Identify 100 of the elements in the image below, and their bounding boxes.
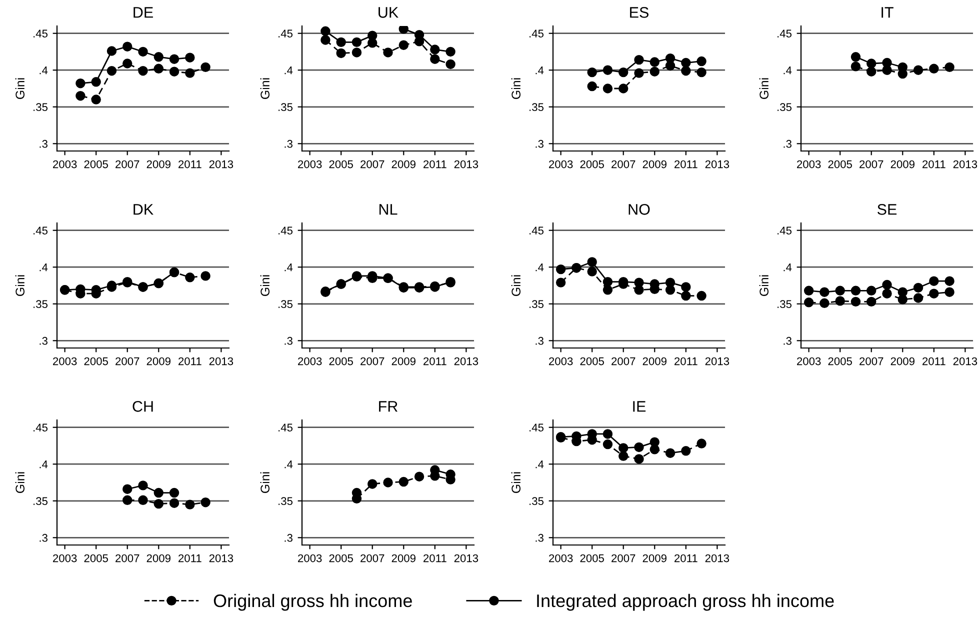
y-tick-label: .35 — [778, 300, 792, 308]
y-tick-label: .45 — [530, 226, 544, 234]
x-tick-label: 2009 — [146, 357, 170, 366]
y-axis-title: Gini — [511, 472, 520, 493]
y-tick-label: .45 — [34, 424, 48, 432]
x-tick-label: 2013 — [209, 357, 234, 366]
y-tick-label: .35 — [34, 497, 48, 506]
x-tick-label: 2009 — [392, 357, 416, 366]
x-tick-label: 2003 — [53, 357, 77, 366]
y-axis-title: Gini — [759, 275, 768, 296]
y-tick-label: .3 — [284, 336, 292, 345]
x-tick-label: 2005 — [329, 554, 353, 562]
y-tick-label: .35 — [34, 103, 48, 112]
x-tick-label: 2011 — [922, 160, 946, 168]
y-tick-label: .3 — [536, 140, 544, 148]
x-tick-label: 2009 — [146, 160, 170, 168]
x-tick-label: 2005 — [828, 357, 852, 366]
x-tick-label: 2003 — [549, 357, 573, 366]
y-tick-label: .45 — [778, 30, 792, 38]
y-tick-label: .35 — [530, 103, 544, 112]
chart-title: DK — [134, 204, 154, 215]
x-tick-label: 2005 — [828, 160, 852, 168]
chart-title: CH — [132, 401, 153, 412]
x-tick-label: 2009 — [642, 160, 666, 168]
x-tick-label: 2013 — [953, 160, 978, 168]
y-tick-label: .35 — [530, 497, 544, 506]
chart-title: NL — [379, 204, 398, 215]
x-tick-label: 2011 — [922, 357, 946, 366]
x-tick-label: 2007 — [860, 357, 884, 366]
y-tick-label: .35 — [278, 103, 293, 112]
y-tick-label: .3 — [284, 140, 292, 148]
x-tick-label: 2007 — [360, 160, 384, 168]
x-tick-label: 2007 — [116, 160, 140, 168]
x-tick-label: 2009 — [146, 554, 170, 562]
y-tick-label: .35 — [278, 497, 293, 506]
y-tick-label: .4 — [40, 264, 48, 272]
x-tick-label: 2007 — [360, 554, 384, 562]
y-tick-label: .3 — [284, 534, 292, 542]
y-tick-label: .45 — [34, 30, 48, 38]
legend-label: Original gross hh income — [214, 594, 412, 611]
y-tick-label: .4 — [40, 460, 48, 468]
chart-title: UK — [378, 7, 398, 18]
x-tick-label: 2011 — [674, 554, 698, 562]
x-tick-label: 2007 — [116, 554, 140, 562]
y-tick-label: .45 — [778, 226, 792, 234]
y-tick-label: .4 — [784, 66, 792, 74]
y-axis-title: Gini — [260, 78, 270, 99]
x-tick-label: 2013 — [209, 554, 234, 562]
x-tick-label: 2013 — [454, 357, 478, 366]
y-tick-label: .3 — [784, 336, 792, 345]
x-tick-label: 2005 — [329, 160, 353, 168]
x-tick-label: 2011 — [178, 357, 202, 366]
x-tick-label: 2013 — [454, 554, 478, 562]
y-axis-title: Gini — [260, 275, 270, 296]
y-tick-label: .3 — [40, 140, 48, 148]
x-tick-label: 2003 — [549, 554, 573, 562]
y-tick-label: .35 — [34, 300, 48, 308]
x-tick-label: 2005 — [580, 357, 604, 366]
x-tick-label: 2005 — [84, 357, 108, 366]
x-tick-label: 2013 — [209, 160, 234, 168]
x-tick-label: 2009 — [392, 554, 416, 562]
y-tick-label: .45 — [278, 226, 293, 234]
y-axis-title: Gini — [511, 275, 520, 296]
x-tick-label: 2013 — [454, 160, 478, 168]
x-tick-label: 2003 — [298, 160, 322, 168]
y-tick-label: .45 — [530, 424, 544, 432]
y-axis-title: Gini — [260, 472, 270, 493]
x-tick-label: 2007 — [360, 357, 384, 366]
x-tick-label: 2011 — [674, 357, 698, 366]
y-tick-label: .4 — [536, 66, 544, 74]
x-tick-label: 2003 — [298, 357, 322, 366]
y-tick-label: .4 — [536, 264, 544, 272]
y-tick-label: .3 — [784, 140, 792, 148]
x-tick-label: 2005 — [84, 554, 108, 562]
y-tick-label: .35 — [778, 103, 792, 112]
x-tick-label: 2003 — [53, 554, 77, 562]
x-tick-label: 2009 — [890, 160, 914, 168]
x-tick-label: 2007 — [116, 357, 140, 366]
x-tick-label: 2013 — [705, 160, 730, 168]
x-tick-label: 2007 — [612, 554, 636, 562]
x-tick-label: 2003 — [298, 554, 322, 562]
y-tick-label: .4 — [536, 460, 544, 468]
x-tick-label: 2003 — [53, 160, 77, 168]
x-tick-label: 2011 — [424, 554, 446, 562]
x-tick-label: 2011 — [178, 554, 202, 562]
y-tick-label: .3 — [536, 336, 544, 345]
chart-title: IE — [633, 401, 646, 412]
x-tick-label: 2009 — [890, 357, 914, 366]
x-tick-label: 2011 — [424, 357, 446, 366]
y-tick-label: .4 — [284, 264, 293, 272]
x-tick-label: 2005 — [329, 357, 353, 366]
y-axis-title: Gini — [15, 78, 24, 99]
y-axis-title: Gini — [759, 78, 768, 99]
y-tick-label: .4 — [40, 66, 48, 74]
y-axis-title: Gini — [15, 275, 24, 296]
y-tick-label: .3 — [40, 534, 48, 542]
x-tick-label: 2003 — [797, 160, 821, 168]
y-tick-label: .3 — [536, 534, 544, 542]
x-tick-label: 2009 — [392, 160, 416, 168]
y-tick-label: .45 — [278, 30, 293, 38]
